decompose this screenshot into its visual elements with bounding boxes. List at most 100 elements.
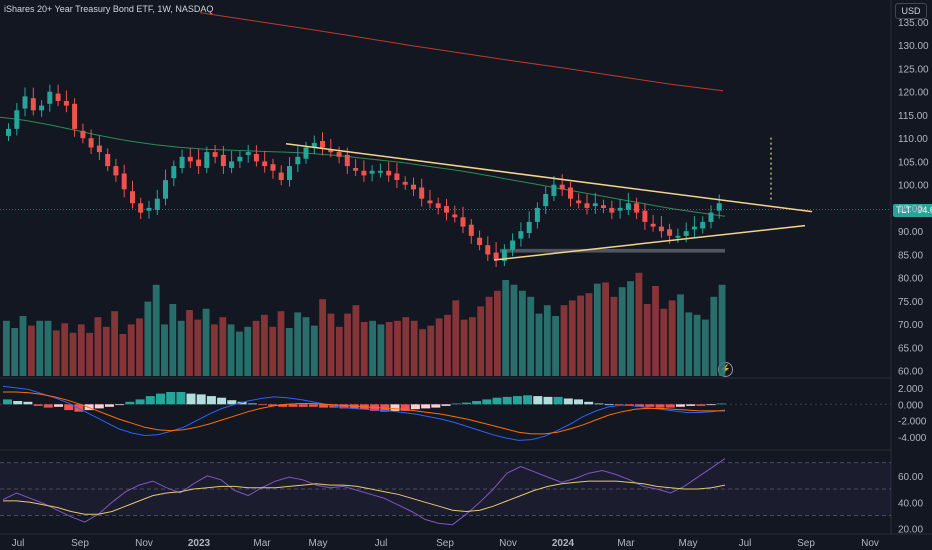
volume-bar	[186, 310, 193, 376]
candle-body	[196, 159, 202, 167]
candle-body	[245, 152, 251, 155]
candle-body	[452, 214, 458, 218]
macd-histogram-bar	[54, 404, 63, 407]
candle-body	[138, 203, 144, 213]
volume-bar	[535, 313, 543, 376]
candle-body	[394, 173, 400, 180]
macd-histogram-bar	[196, 394, 206, 405]
candle-body	[617, 207, 623, 211]
macd-histogram-bar	[410, 404, 420, 410]
volume-bar	[319, 299, 326, 376]
currency-selector[interactable]: USD	[895, 3, 927, 19]
volume-bar	[635, 272, 643, 376]
candle-body	[510, 240, 516, 250]
macd-histogram-bar	[431, 404, 441, 408]
macd-histogram-bar	[421, 404, 431, 409]
rsi-axis-label: 40.00	[898, 498, 923, 509]
candle-body	[105, 154, 111, 167]
price-axis-label: 70.00	[898, 320, 923, 331]
candle-body	[344, 154, 350, 167]
volume-bar	[602, 282, 609, 376]
candle-body	[22, 96, 28, 109]
volume-bar	[577, 295, 584, 376]
candle-body	[262, 161, 268, 167]
macd-histogram-bar	[105, 404, 114, 407]
macd-histogram-bar	[33, 404, 43, 406]
price-tag-ticker: TLT	[896, 205, 912, 215]
volume-bar	[685, 312, 693, 376]
macd-histogram-bar	[390, 404, 400, 411]
candle-body	[419, 187, 425, 199]
volume-bar	[28, 325, 35, 376]
time-axis-label: Sep	[797, 538, 815, 549]
macd-histogram-bar	[472, 401, 482, 405]
macd-line	[2, 385, 726, 441]
macd-histogram-bar	[115, 404, 125, 406]
volume-bar	[36, 320, 44, 376]
time-axis-label: Jul	[12, 538, 25, 549]
volume-bar	[593, 283, 601, 376]
volume-bar	[294, 312, 302, 376]
time-axis-label: Jul	[739, 538, 752, 549]
macd-histogram-bar	[461, 402, 471, 405]
price-axis-label: 135.00	[898, 18, 929, 29]
candle-body	[311, 142, 317, 148]
candle-body	[427, 200, 433, 204]
volume-bar	[485, 296, 493, 376]
candle-body	[435, 203, 441, 208]
volume-bar	[677, 294, 684, 376]
macd-axis-label: -2.000	[898, 417, 927, 428]
time-axis-label: Sep	[71, 538, 89, 549]
macd-histogram-bar	[492, 397, 502, 405]
price-tag-value: 94.67	[917, 205, 932, 215]
candle-body	[708, 212, 714, 222]
volume-bar	[419, 329, 426, 376]
last-price-tag: TLT 94.67	[893, 204, 932, 217]
volume-bar	[252, 320, 260, 376]
candle-body	[411, 184, 416, 190]
volume-bar	[86, 332, 93, 376]
candle-body	[386, 170, 392, 176]
volume-bar	[427, 325, 435, 376]
time-axis-label: Nov	[135, 538, 153, 549]
macd-histogram-bar	[339, 404, 349, 409]
candle-body	[47, 91, 53, 104]
volume-bar	[335, 326, 343, 376]
macd-histogram-bar	[3, 399, 12, 405]
time-axis-label: 2023	[188, 538, 211, 549]
candle-body	[154, 198, 160, 210]
candle-body	[278, 172, 284, 180]
macd-histogram-bar	[635, 404, 645, 407]
candle-body	[592, 203, 598, 207]
candle-body	[113, 166, 119, 176]
volume-bar	[219, 317, 227, 376]
volume-bar	[269, 326, 277, 376]
macd-histogram-bar	[308, 404, 318, 407]
price-axis-label: 90.00	[898, 227, 923, 238]
candle-body	[667, 229, 673, 236]
macd-histogram-bar	[686, 404, 696, 406]
macd-histogram-bar	[217, 397, 227, 405]
rsi-ma-line	[3, 480, 726, 515]
candle-body	[96, 145, 102, 153]
candle-body	[220, 154, 226, 167]
symbol-title[interactable]: iShares 20+ Year Treasury Bond ETF, 1W, …	[4, 4, 214, 14]
macd-histogram-bar	[543, 396, 553, 405]
volume-bar	[144, 301, 152, 376]
rsi-axis-label: 60.00	[898, 472, 923, 483]
candle-body	[130, 191, 135, 204]
candle-body	[444, 206, 449, 213]
volume-bar	[11, 328, 19, 376]
volume-bar	[510, 284, 518, 376]
macd-histogram-bar	[43, 404, 53, 408]
candle-body	[295, 156, 301, 165]
macd-histogram-bar	[319, 404, 329, 408]
volume-bar	[543, 305, 551, 376]
volume-bar	[469, 317, 476, 376]
candle-body	[634, 203, 640, 213]
candle-body	[303, 147, 309, 159]
volume-bar	[352, 305, 360, 376]
volume-bar	[652, 286, 659, 376]
macd-histogram-bar	[553, 396, 563, 405]
